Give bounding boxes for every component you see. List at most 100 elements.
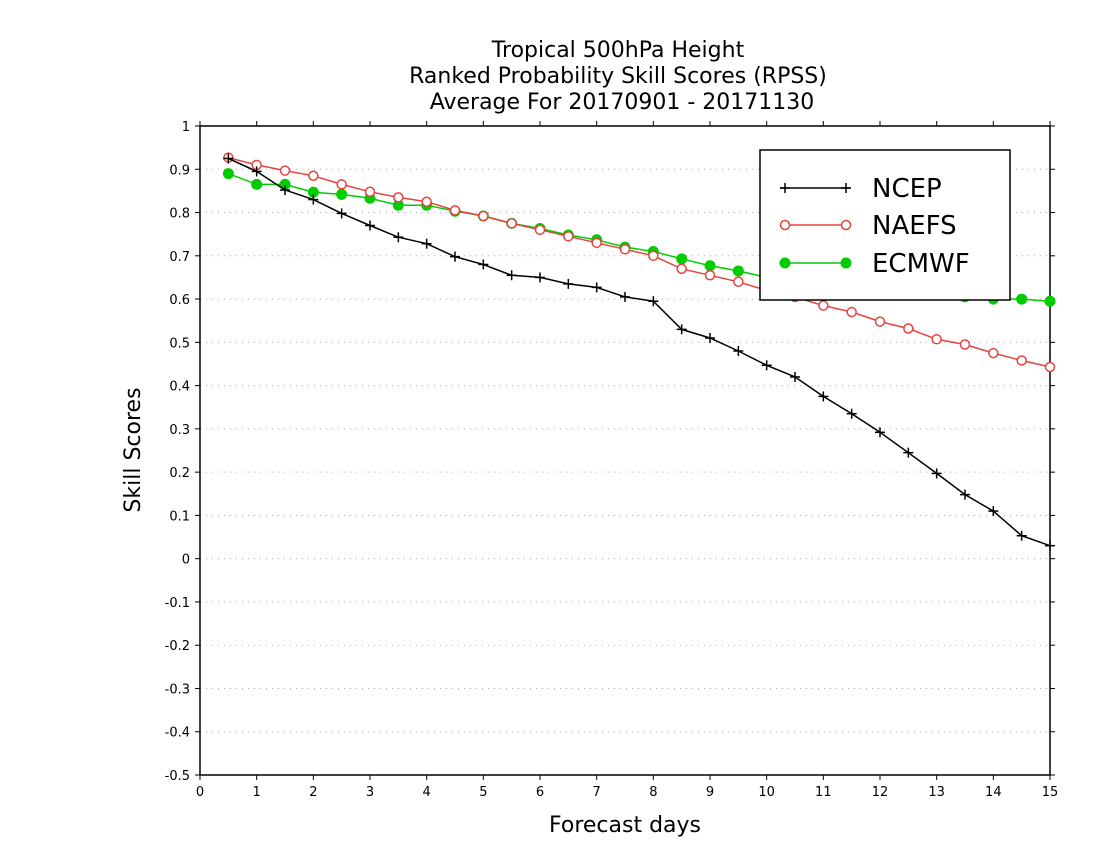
y-tick-label: 1 (182, 120, 190, 135)
point-naefs (534, 224, 546, 236)
x-tick-label: 4 (423, 785, 431, 800)
y-tick-label: 0.1 (169, 509, 190, 524)
point-ecmwf (336, 188, 348, 200)
y-tick-label: 0.8 (169, 207, 190, 222)
point-ncep (535, 272, 545, 283)
y-tick-label: -0.1 (165, 596, 190, 611)
point-naefs (563, 231, 574, 242)
point-ncep (846, 408, 857, 419)
point-ncep (251, 166, 262, 177)
y-tick-label: 0 (182, 553, 190, 568)
x-tick-label: 12 (872, 785, 889, 800)
legend-marker-ecmwf (779, 257, 791, 269)
x-tick-label: 5 (479, 785, 487, 800)
point-ecmwf (1016, 293, 1028, 305)
x-tick-label: 1 (253, 785, 261, 800)
x-tick-label: 11 (815, 785, 832, 800)
legend-marker-ncep (841, 183, 851, 193)
y-tick-label: -0.5 (165, 769, 190, 784)
point-ncep (223, 153, 234, 164)
point-ecmwf (1044, 295, 1056, 307)
point-naefs (336, 179, 347, 190)
point-ncep (563, 278, 574, 289)
point-ncep (478, 259, 489, 270)
legend-marker-naefs (840, 219, 852, 231)
point-ecmwf (222, 168, 234, 180)
point-ncep (365, 220, 375, 231)
point-ncep (1016, 530, 1027, 541)
x-tick-label: 10 (758, 785, 775, 800)
series-line-ncep (227, 157, 1051, 547)
y-tick-label: 0.9 (169, 163, 190, 178)
point-naefs (506, 218, 517, 229)
point-ncep (733, 345, 744, 356)
legend: NCEP NAEFS ECMWF (759, 149, 1011, 301)
point-ecmwf (732, 265, 744, 277)
point-ncep (620, 291, 630, 302)
x-tick-label: 8 (649, 785, 657, 800)
point-naefs (1016, 355, 1027, 366)
point-ncep (648, 296, 659, 307)
legend-marker-ecmwf (840, 257, 852, 269)
legend-label-naefs: NAEFS (872, 211, 957, 241)
y-tick-label: 0.4 (169, 380, 190, 395)
point-ncep (591, 282, 602, 293)
point-ncep (875, 427, 885, 438)
x-tick-label: 3 (366, 785, 374, 800)
y-tick-label: 0.2 (169, 466, 190, 481)
y-tick-label: 0.7 (169, 250, 190, 265)
y-tick-label: -0.3 (165, 682, 190, 697)
x-tick-label: 7 (593, 785, 601, 800)
axis-ticks: 1 0.9 0.8 0.7 0.6 0.5 0.4 0.3 0.2 0.1 0 -0.1 -0.2 -0.… (165, 120, 1059, 800)
point-ncep (818, 391, 829, 402)
chart-title-line-2: Ranked Probability Skill Scores (RPSS) (409, 64, 827, 89)
point-ncep (790, 371, 800, 382)
x-tick-label: 15 (1042, 785, 1059, 800)
y-tick-label: 0.3 (169, 423, 190, 438)
legend-marker-naefs (779, 219, 791, 231)
point-naefs (279, 165, 291, 176)
y-axis-label: Skill Scores (121, 387, 146, 512)
point-ncep (421, 238, 432, 249)
point-naefs (364, 186, 376, 198)
point-naefs (591, 237, 602, 249)
point-ncep (280, 185, 290, 196)
point-ncep (960, 489, 970, 500)
point-ncep (761, 360, 772, 371)
x-axis-label: Forecast days (549, 813, 701, 838)
series-ncep (223, 153, 1055, 551)
point-naefs (988, 347, 999, 359)
x-tick-label: 14 (985, 785, 1002, 800)
point-naefs (959, 339, 971, 350)
point-naefs (818, 300, 829, 311)
legend-marker-ncep (780, 183, 790, 193)
point-ncep (506, 270, 517, 281)
series-naefs (223, 152, 1056, 373)
legend-label-ncep: NCEP (872, 174, 942, 204)
point-naefs (449, 205, 461, 216)
point-naefs (308, 170, 319, 182)
y-tick-label: 0.5 (169, 336, 190, 351)
point-naefs (931, 334, 942, 345)
x-tick-label: 9 (706, 785, 714, 800)
legend-label-ecmwf: ECMWF (872, 249, 970, 279)
point-naefs (874, 316, 886, 327)
point-ecmwf (676, 253, 688, 265)
point-naefs (733, 276, 744, 288)
y-tick-label: 0.6 (169, 293, 190, 308)
point-ncep (903, 447, 914, 458)
point-ncep (336, 208, 347, 219)
x-tick-label: 2 (309, 785, 317, 800)
point-naefs (478, 210, 489, 222)
point-naefs (393, 192, 404, 203)
x-tick-label: 6 (536, 785, 544, 800)
chart-title-line-3: Average For 20170901 - 20171130 (430, 90, 815, 115)
point-naefs (704, 270, 716, 281)
chart-title-line-1: Tropical 500hPa Height (491, 38, 745, 63)
point-naefs (903, 323, 914, 334)
point-ncep (393, 232, 404, 243)
point-ncep (1045, 540, 1055, 551)
y-tick-label: -0.4 (165, 726, 190, 741)
point-ncep (988, 506, 999, 517)
